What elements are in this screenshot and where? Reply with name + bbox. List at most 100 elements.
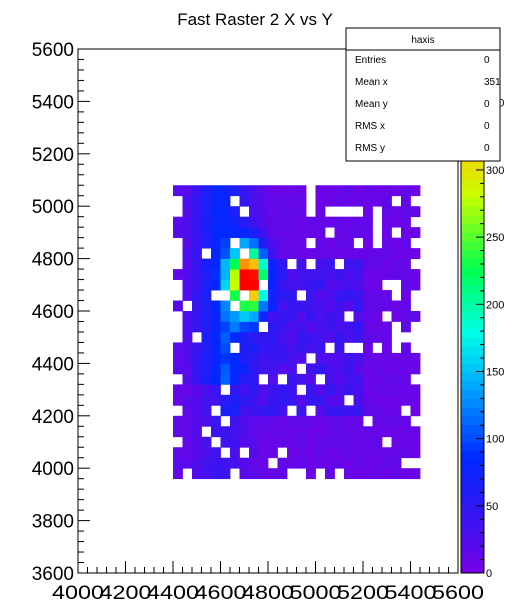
color-scale-band bbox=[461, 206, 484, 216]
heatmap-bin bbox=[325, 394, 335, 406]
heatmap-bin bbox=[220, 227, 231, 239]
heatmap-bin bbox=[258, 426, 269, 438]
heatmap-bin bbox=[401, 321, 411, 333]
x-tick-label: 5400 bbox=[385, 583, 437, 604]
heatmap-bin bbox=[268, 195, 278, 207]
heatmap-bin bbox=[334, 321, 345, 333]
color-scale-band bbox=[461, 197, 484, 207]
y-tick-label: 4400 bbox=[32, 354, 74, 375]
heatmap-bin bbox=[363, 300, 373, 312]
heatmap-bin bbox=[230, 363, 240, 375]
color-scale-band bbox=[461, 511, 484, 522]
heatmap-bin bbox=[201, 300, 212, 312]
heatmap-bin bbox=[249, 342, 259, 354]
heatmap-bin bbox=[239, 195, 250, 207]
heatmap-bin bbox=[287, 185, 297, 197]
heatmap-bin bbox=[277, 321, 288, 333]
heatmap-bin bbox=[334, 436, 345, 448]
heatmap-bin bbox=[296, 457, 307, 469]
heatmap-bin bbox=[287, 394, 297, 406]
heatmap-bin bbox=[268, 290, 278, 301]
heatmap-bin bbox=[182, 216, 193, 228]
heatmap-bin bbox=[363, 321, 373, 333]
heatmap-bin bbox=[173, 363, 183, 375]
heatmap-bin bbox=[315, 363, 326, 375]
heatmap-bin bbox=[334, 363, 345, 375]
heatmap-bin bbox=[287, 269, 297, 280]
heatmap-bin bbox=[391, 373, 402, 385]
heatmap-bin bbox=[344, 468, 354, 480]
heatmap-bin bbox=[268, 342, 278, 354]
heatmap-bin bbox=[220, 468, 231, 480]
heatmap-bin bbox=[239, 321, 250, 333]
heatmap-bin bbox=[220, 237, 231, 249]
heatmap-bin bbox=[239, 426, 250, 438]
y-tick-label: 5400 bbox=[32, 92, 74, 113]
heatmap-bin bbox=[220, 300, 231, 312]
heatmap-bin bbox=[334, 447, 345, 459]
heatmap-bin bbox=[306, 457, 316, 469]
heatmap-bin bbox=[211, 373, 221, 385]
heatmap-bin bbox=[391, 311, 402, 322]
heatmap-bin bbox=[211, 237, 221, 249]
y-tick-label: 4200 bbox=[32, 407, 74, 428]
heatmap-bin bbox=[344, 216, 354, 228]
x-tick-label: 5200 bbox=[337, 583, 389, 604]
heatmap-bin bbox=[258, 258, 269, 270]
heatmap-bin bbox=[287, 195, 297, 207]
heatmap-bin bbox=[344, 279, 354, 291]
heatmap-bin bbox=[334, 342, 345, 354]
heatmap-bin bbox=[220, 258, 231, 270]
heatmap-bin bbox=[239, 468, 250, 480]
heatmap-bin bbox=[287, 447, 297, 459]
heatmap-bin bbox=[287, 426, 297, 438]
heatmap-bin bbox=[363, 258, 373, 270]
color-scale-band bbox=[461, 415, 484, 426]
y-tick-label: 4800 bbox=[32, 250, 74, 271]
chart-title: Fast Raster 2 X vs Y bbox=[177, 10, 333, 29]
color-scale-band bbox=[461, 538, 484, 548]
heatmap-bin bbox=[353, 195, 364, 207]
heatmap-bin bbox=[325, 468, 335, 480]
heatmap-bin bbox=[268, 321, 278, 333]
heatmap-bin bbox=[287, 415, 297, 427]
heatmap-bin bbox=[410, 248, 421, 259]
heatmap-bin bbox=[334, 457, 345, 469]
y-tick-label: 4000 bbox=[32, 459, 74, 480]
color-scale-band bbox=[461, 258, 484, 268]
heatmap-bin bbox=[382, 216, 392, 228]
heatmap-bin bbox=[372, 457, 383, 469]
color-scale-band bbox=[461, 354, 484, 364]
stat-label-rms-y: RMS y bbox=[355, 143, 385, 154]
heatmap-bin bbox=[344, 258, 354, 270]
heatmap-bin bbox=[382, 457, 392, 469]
heatmap-bin bbox=[277, 457, 288, 469]
heatmap-bin bbox=[230, 279, 240, 291]
heatmap-bin bbox=[363, 311, 373, 322]
heatmap-bin bbox=[315, 279, 326, 291]
heatmap-bin bbox=[277, 248, 288, 259]
heatmap-bin bbox=[372, 248, 383, 259]
heatmap-bin bbox=[391, 415, 402, 427]
heatmap-bin bbox=[363, 405, 373, 417]
heatmap-bin bbox=[353, 331, 364, 343]
heatmap-bin bbox=[306, 216, 316, 228]
heatmap-bin bbox=[382, 447, 392, 459]
heatmap-bin bbox=[315, 185, 326, 197]
heatmap-bin bbox=[192, 352, 202, 364]
heatmap-bin bbox=[239, 300, 250, 312]
heatmap-bin bbox=[239, 373, 250, 385]
heatmap-bin bbox=[258, 237, 269, 249]
heatmap-bin bbox=[296, 447, 307, 459]
heatmap-bin bbox=[315, 237, 326, 249]
heatmap-bin bbox=[315, 426, 326, 438]
heatmap-bin bbox=[258, 248, 269, 259]
heatmap-bin bbox=[306, 436, 316, 448]
heatmap-bin bbox=[344, 300, 354, 312]
heatmap-bin bbox=[372, 447, 383, 459]
heatmap-bin bbox=[401, 248, 411, 259]
heatmap-bin bbox=[372, 290, 383, 301]
heatmap-bin bbox=[201, 384, 212, 396]
heatmap-bin bbox=[296, 206, 307, 218]
heatmap-bin bbox=[325, 279, 335, 291]
